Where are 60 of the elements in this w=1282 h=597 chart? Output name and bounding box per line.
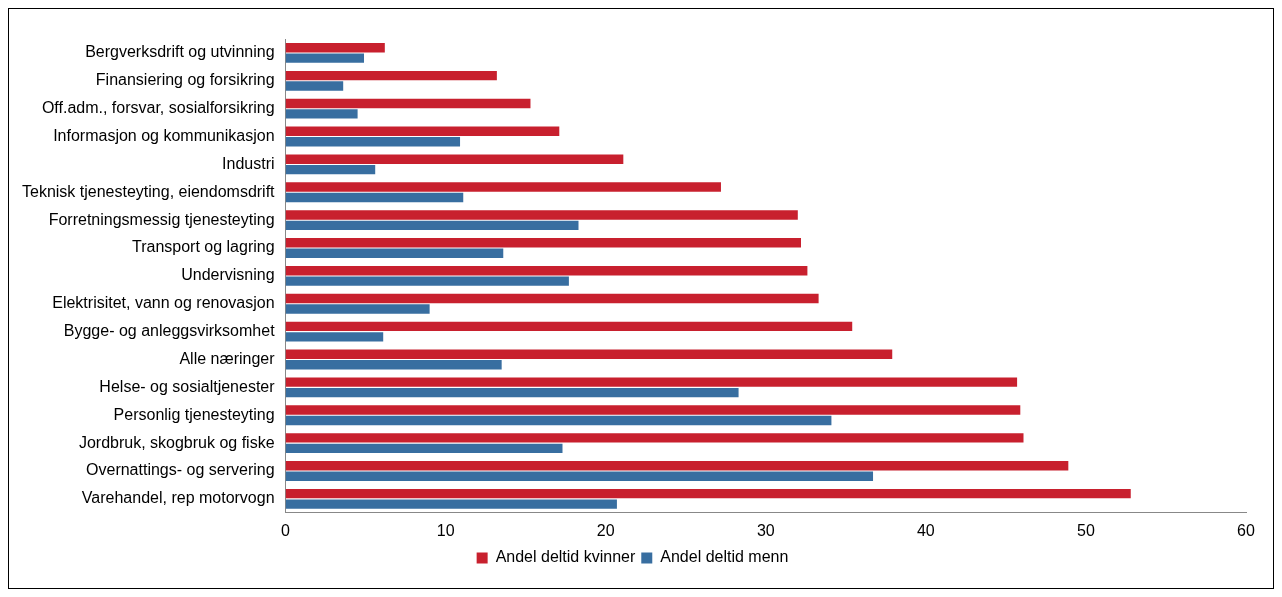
bar <box>285 109 358 119</box>
y-tick-label: Overnattings- og servering <box>86 461 275 479</box>
y-tick-label: Varehandel, rep motorvogn <box>81 489 275 507</box>
y-tick-label: Forretningsmessig tjenesteyting <box>48 210 275 228</box>
bar <box>285 81 344 91</box>
bar <box>285 332 384 342</box>
y-tick-label: Personlig tjenesteyting <box>113 405 275 423</box>
bar <box>285 471 874 481</box>
y-tick-label: Finansiering og forsikring <box>95 71 275 89</box>
bar <box>285 70 497 81</box>
bar <box>285 192 464 203</box>
y-tick-label: Elektrisitet, vann og renovasjon <box>52 294 275 312</box>
y-tick-label: Industri <box>222 154 275 172</box>
bar <box>285 43 385 53</box>
bar <box>285 304 430 314</box>
bar <box>285 210 798 220</box>
bar <box>285 499 617 509</box>
bar <box>285 182 721 192</box>
x-tick-label: 0 <box>281 521 291 539</box>
x-tick-label: 40 <box>916 521 935 539</box>
y-tick-label: Off.adm., forsvar, sosialforsikring <box>41 99 275 117</box>
bar <box>285 53 365 63</box>
x-tick-label: 30 <box>756 521 775 539</box>
bar <box>285 126 560 137</box>
bar <box>285 321 853 332</box>
bar <box>285 276 569 286</box>
bar <box>285 461 1069 471</box>
bar <box>285 154 624 164</box>
bar <box>285 164 376 175</box>
legend-label: Andel deltid menn <box>660 548 789 566</box>
y-tick-label: Informasjon og kommunikasjon <box>53 126 275 144</box>
bar <box>285 433 1024 443</box>
x-tick-label: 50 <box>1077 521 1095 539</box>
y-tick-label: Teknisk tjenesteyting, eiendomsdrift <box>21 182 276 200</box>
bar <box>285 137 461 147</box>
bar <box>285 443 563 454</box>
bar <box>285 488 1131 499</box>
bar <box>285 415 832 426</box>
y-tick-label: Undervisning <box>181 266 275 284</box>
bar <box>285 293 819 304</box>
bar <box>285 349 893 359</box>
y-tick-label: Alle næringer <box>179 349 276 367</box>
x-tick-label: 20 <box>596 521 615 539</box>
y-tick-label: Jordbruk, skogbruk og fiske <box>78 433 275 451</box>
bar <box>285 238 801 248</box>
bar <box>285 387 739 398</box>
bar <box>285 360 502 370</box>
x-tick-label: 10 <box>436 521 455 539</box>
y-tick-label: Bygge- og anleggsvirksomhet <box>63 322 276 340</box>
bar <box>285 265 808 276</box>
bar <box>285 98 531 109</box>
y-tick-label: Transport og lagring <box>131 238 275 256</box>
bar <box>285 248 504 258</box>
bar <box>285 405 1021 415</box>
x-tick-label: 60 <box>1237 521 1255 539</box>
bar <box>285 377 1018 387</box>
legend-label: Andel deltid kvinner <box>495 548 636 566</box>
y-tick-label: Helse- og sosialtjenester <box>99 377 276 395</box>
bar <box>285 220 579 231</box>
y-tick-label: Bergverksdrift og utvinning <box>85 43 275 61</box>
